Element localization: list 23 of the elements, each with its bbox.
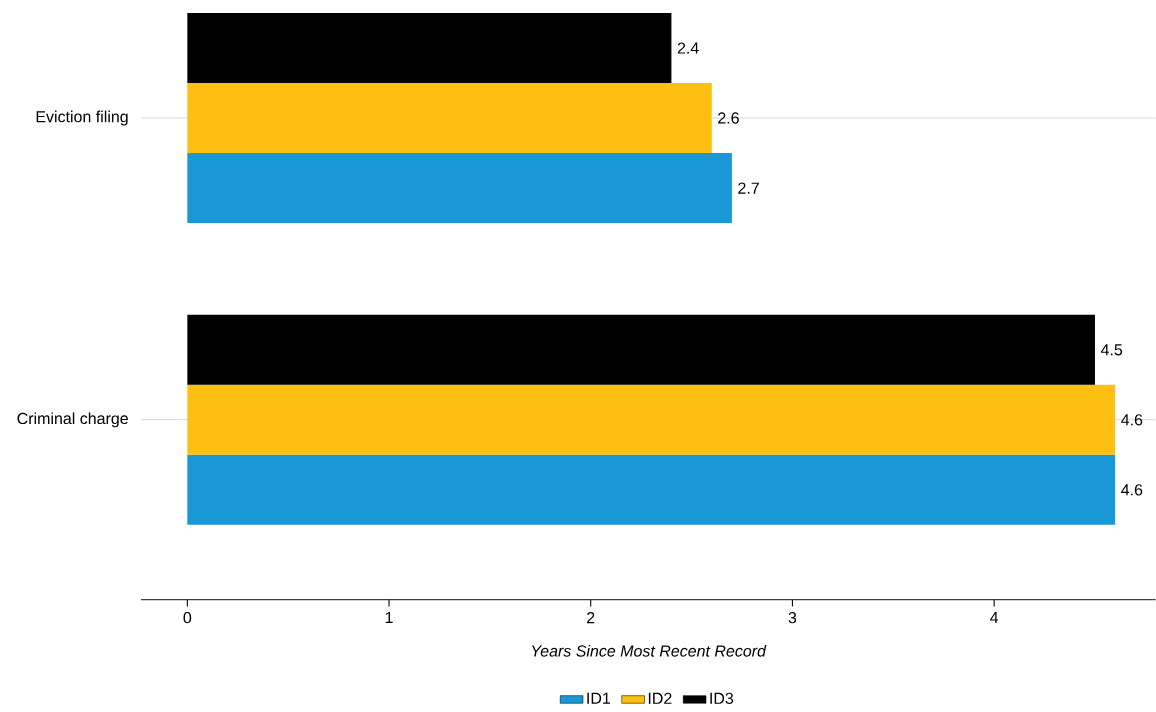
x-tick-label: 3 — [788, 612, 797, 624]
bar — [187, 153, 732, 224]
x-tick-label: 2 — [587, 612, 595, 624]
bar — [187, 315, 1095, 386]
x-tick-label: 0 — [183, 612, 192, 624]
data-label: 2.6 — [718, 112, 739, 124]
x-axis-title: Years Since Most Recent Record — [532, 645, 767, 657]
data-label: 4.6 — [1121, 414, 1143, 426]
y-tick-label: Eviction filing — [36, 110, 128, 126]
x-tick-label: 4 — [990, 612, 999, 624]
bar — [187, 455, 1116, 526]
bar — [187, 13, 672, 84]
legend-label: ID2 — [648, 692, 672, 705]
bar — [187, 385, 1116, 456]
legend-label: ID3 — [710, 692, 734, 705]
legend-label: ID1 — [587, 692, 611, 704]
data-label: 2.7 — [738, 182, 759, 194]
x-tick-label: 1 — [385, 612, 393, 624]
data-label: 4.6 — [1121, 484, 1143, 496]
data-label: 2.4 — [677, 42, 699, 54]
y-tick-label: Criminal charge — [17, 412, 128, 428]
data-label: 4.5 — [1100, 344, 1123, 356]
bar — [187, 83, 712, 154]
